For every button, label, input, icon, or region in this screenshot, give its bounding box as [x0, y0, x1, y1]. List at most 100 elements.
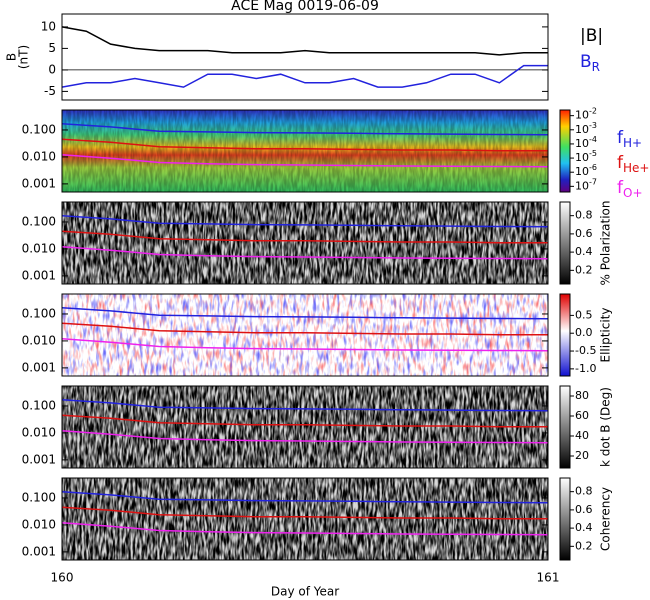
- y-tick-label: 0.001: [22, 452, 56, 466]
- colorbar-tick-label: 10-6: [575, 163, 597, 179]
- data-line: [61, 338, 549, 352]
- spectrogram-texture: [62, 478, 548, 560]
- y-tick-label: 0.100: [22, 306, 56, 320]
- colorbar-tick-text: 0.8: [575, 485, 593, 498]
- colorbar-tick-label: 60: [575, 409, 589, 422]
- colorbar-tick-label: 0.0: [575, 326, 593, 339]
- plot-frame: [61, 13, 549, 101]
- y-tick-label: 0.010: [22, 517, 56, 531]
- colorbar: [559, 201, 571, 285]
- y-tick-label: 0.001: [22, 176, 56, 190]
- legend-text: f: [617, 153, 624, 173]
- colorbar: [559, 385, 571, 469]
- colorbar-tick-text: 10: [575, 151, 589, 164]
- data-line: [61, 214, 549, 228]
- chart-title: ACE Mag 0019-06-09: [231, 0, 379, 14]
- x-tick-label: 161: [537, 571, 560, 585]
- colorbar-tick-text: 0.6: [575, 503, 593, 516]
- legend-text: f: [617, 128, 624, 148]
- y-tick-label: 5: [48, 41, 56, 55]
- colorbar-tick-label: 0.6: [575, 503, 593, 516]
- legend-text: B: [580, 52, 592, 72]
- colorbar-tick-label: 0.4: [575, 521, 593, 534]
- data-line: [61, 230, 548, 244]
- plot-frame: [61, 293, 549, 377]
- legend-text: f: [617, 178, 624, 198]
- colorbar-tick-exponent: -5: [589, 149, 597, 158]
- colorbar-tick-label: 0.2: [575, 539, 593, 552]
- plot-frame: [61, 477, 549, 561]
- spectrogram-texture: [62, 202, 548, 284]
- y-tick-label: 0.100: [22, 214, 56, 228]
- data-line: [61, 522, 549, 536]
- data-line: [61, 26, 548, 56]
- y-tick-label: 0.100: [22, 122, 56, 136]
- colorbar-tick-label: 0.8: [575, 485, 593, 498]
- spectrogram-texture: [62, 386, 548, 468]
- y-tick-label: 0.001: [22, 268, 56, 282]
- colorbar-tick-label: 20: [575, 449, 589, 462]
- colorbar-tick-exponent: -4: [589, 134, 597, 143]
- legend-label: BR: [580, 52, 600, 74]
- spectrogram-texture: [62, 110, 548, 192]
- legend-label: fHe+: [617, 153, 649, 175]
- colorbar-label: % Polarization: [599, 201, 613, 286]
- data-line: [61, 430, 549, 444]
- y-tick-label: 0.100: [22, 490, 56, 504]
- colorbar-tick-text: 80: [575, 389, 589, 402]
- colorbar-tick-label: 80: [575, 389, 589, 402]
- y-axis-label: (nT): [17, 45, 31, 69]
- data-line: [61, 64, 548, 88]
- colorbar-tick-text: 10: [575, 137, 589, 150]
- colorbar-tick-text: 0.4: [575, 521, 593, 534]
- data-line: [61, 122, 549, 136]
- colorbar-tick-label: 0.5: [575, 308, 593, 321]
- legend-text: |B|: [580, 26, 603, 46]
- plot-frame: [61, 385, 549, 469]
- colorbar-tick-label: 10-5: [575, 149, 597, 165]
- colorbar-tick-text: 0.5: [575, 308, 593, 321]
- colorbar-tick-text: 10: [575, 179, 589, 192]
- colorbar-tick-label: -1.0: [575, 362, 596, 375]
- colorbar-tick-label: 0.6: [575, 227, 593, 240]
- colorbar-label: k dot B (Deg): [599, 387, 613, 467]
- colorbar-label: Ellipticity: [599, 308, 613, 363]
- legend-label: fH+: [617, 128, 642, 150]
- colorbar-tick-exponent: -7: [589, 177, 597, 186]
- colorbar: [559, 293, 571, 377]
- colorbar-tick-label: -0.5: [575, 344, 596, 357]
- data-line: [61, 414, 548, 428]
- colorbar-tick-text: 0.2: [575, 539, 593, 552]
- y-tick-label: 0.010: [22, 333, 56, 347]
- spectrogram-texture: [62, 294, 548, 376]
- legend-subscript: O+: [623, 186, 643, 200]
- y-tick-label: 0.010: [22, 241, 56, 255]
- x-axis-label: Day of Year: [271, 585, 339, 599]
- plot-frame: [61, 201, 549, 285]
- colorbar-tick-text: 0.6: [575, 227, 593, 240]
- plot-frame: [61, 109, 549, 193]
- colorbar-tick-text: 40: [575, 429, 589, 442]
- legend-subscript: He+: [623, 161, 649, 175]
- y-tick-label: 0.010: [22, 149, 56, 163]
- y-tick-label: -5: [44, 84, 56, 98]
- y-tick-label: 0: [48, 62, 56, 76]
- colorbar-tick-text: 0.2: [575, 263, 593, 276]
- colorbar: [559, 477, 571, 561]
- colorbar-tick-text: -0.5: [575, 344, 596, 357]
- data-line: [61, 506, 548, 520]
- data-line: [61, 306, 549, 320]
- y-tick-label: 0.001: [22, 544, 56, 558]
- colorbar-tick-text: 0.8: [575, 209, 593, 222]
- y-axis-label: B: [5, 53, 19, 61]
- colorbar-tick-label: 0.2: [575, 263, 593, 276]
- y-tick-label: 10: [41, 19, 56, 33]
- data-line: [61, 490, 549, 504]
- legend-label: |B|: [580, 26, 603, 46]
- y-tick-label: 0.100: [22, 398, 56, 412]
- colorbar: [559, 109, 571, 193]
- colorbar-tick-exponent: -6: [589, 163, 597, 172]
- data-line: [61, 398, 549, 412]
- data-line: [61, 138, 548, 152]
- legend-label: fO+: [617, 178, 643, 200]
